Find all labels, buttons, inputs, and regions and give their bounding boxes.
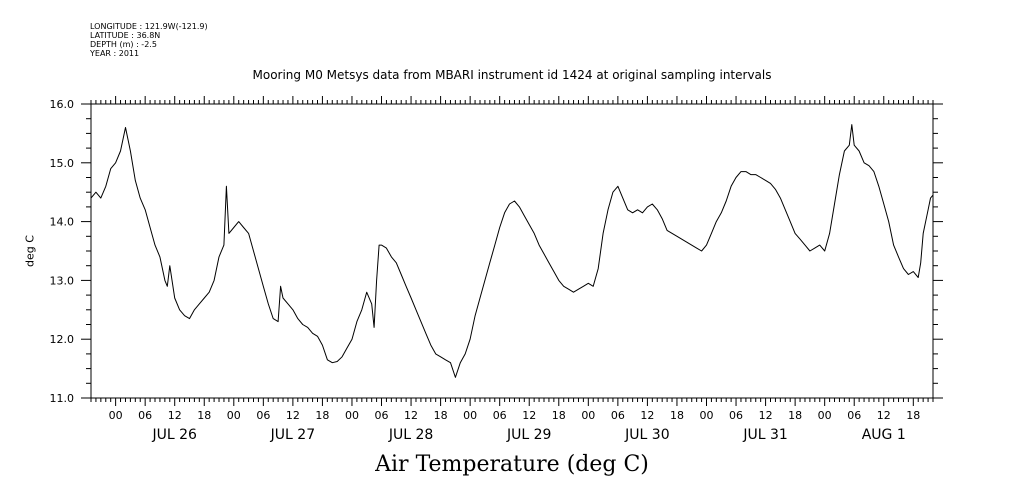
x-tick-label: 12 bbox=[286, 409, 300, 422]
y-tick-labels: 11.0 12.0 13.0 14.0 15.0 16.0 bbox=[50, 98, 75, 405]
x-tick-label: 18 bbox=[788, 409, 802, 422]
chart-title: Mooring M0 Metsys data from MBARI instru… bbox=[252, 68, 772, 82]
x-tick-label: 18 bbox=[315, 409, 329, 422]
y-tick-label: 11.0 bbox=[50, 392, 75, 405]
x-tick-label: 12 bbox=[522, 409, 536, 422]
x-tick-label: 00 bbox=[227, 409, 241, 422]
x-tick-label: 00 bbox=[818, 409, 832, 422]
meta-latitude: LATITUDE : 36.8N bbox=[90, 31, 161, 40]
x-tick-label: 06 bbox=[729, 409, 743, 422]
x-day-label: JUL 29 bbox=[506, 427, 551, 443]
x-tick-label: 00 bbox=[463, 409, 477, 422]
x-tick-label: 18 bbox=[552, 409, 566, 422]
x-tick-label: 12 bbox=[877, 409, 891, 422]
x-tick-label: 06 bbox=[138, 409, 152, 422]
x-tick-label: 06 bbox=[375, 409, 389, 422]
y-tick-label: 12.0 bbox=[50, 333, 75, 346]
x-tick-label: 12 bbox=[640, 409, 654, 422]
x-tick-label: 00 bbox=[699, 409, 713, 422]
x-tick-label: 06 bbox=[493, 409, 507, 422]
y-tick-label: 14.0 bbox=[50, 216, 75, 229]
x-day-label: JUL 27 bbox=[270, 427, 315, 443]
axis-ticks bbox=[81, 96, 943, 406]
x-tick-label: 18 bbox=[434, 409, 448, 422]
x-tick-label: 06 bbox=[256, 409, 270, 422]
x-day-label: AUG 1 bbox=[862, 427, 906, 443]
x-tick-label: 12 bbox=[168, 409, 182, 422]
series-line bbox=[90, 124, 934, 378]
x-tick-label: 06 bbox=[611, 409, 625, 422]
x-day-label: JUL 31 bbox=[742, 427, 787, 443]
x-tick-labels: 00 06 12 18 00 06 12 18 00 06 12 18 00 06 12 18 00 06 12 18… bbox=[109, 409, 921, 422]
x-tick-label: 00 bbox=[345, 409, 359, 422]
meta-year: YEAR : 2011 bbox=[90, 49, 140, 58]
x-tick-label: 06 bbox=[847, 409, 861, 422]
meta-depth: DEPTH (m) : -2.5 bbox=[90, 40, 157, 49]
y-tick-label: 13.0 bbox=[50, 274, 75, 287]
x-tick-label: 18 bbox=[670, 409, 684, 422]
x-tick-label: 18 bbox=[906, 409, 920, 422]
y-tick-label: 16.0 bbox=[50, 98, 75, 111]
plot-frame bbox=[90, 103, 934, 399]
x-tick-label: 12 bbox=[404, 409, 418, 422]
x-tick-label: 18 bbox=[197, 409, 211, 422]
x-day-label: JUL 26 bbox=[151, 427, 197, 443]
series-layer bbox=[90, 124, 934, 378]
meta-longitude: LONGITUDE : 121.9W(-121.9) bbox=[90, 22, 208, 31]
chart-caption: Air Temperature (deg C) bbox=[375, 452, 649, 477]
y-tick-label: 15.0 bbox=[50, 157, 75, 170]
x-day-label: JUL 28 bbox=[388, 427, 433, 443]
x-day-labels: JUL 26 JUL 27 JUL 28 JUL 29 JUL 30 JUL 31 AUG … bbox=[151, 427, 905, 443]
x-tick-label: 00 bbox=[581, 409, 595, 422]
x-tick-label: 00 bbox=[109, 409, 123, 422]
x-tick-label: 12 bbox=[759, 409, 773, 422]
x-day-label: JUL 30 bbox=[624, 427, 669, 443]
